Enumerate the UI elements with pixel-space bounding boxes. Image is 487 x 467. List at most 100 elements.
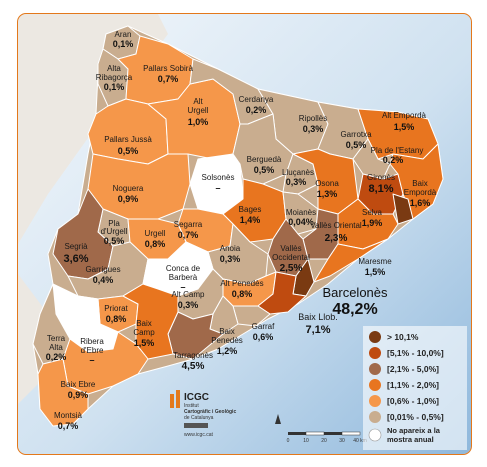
logo-url: www.icgc.cat: [184, 432, 214, 438]
label-conca-2: Barberà: [169, 273, 198, 282]
label-valles-occidental-1: Vallès: [280, 244, 301, 253]
value-aran: 0,1%: [113, 39, 134, 49]
value-pallars-sobira: 0,7%: [158, 74, 179, 84]
value-tarragones: 4,5%: [182, 361, 205, 372]
label-bergueda: Berguedà: [247, 155, 282, 164]
label-selva: Selva: [362, 208, 383, 217]
label-noguera: Noguera: [113, 184, 144, 193]
value-garrotxa: 0,5%: [346, 140, 367, 150]
label-pla-durgell-1: Pla: [108, 219, 120, 228]
value-bages: 1,4%: [240, 215, 261, 225]
label-pallars-sobira: Pallars Sobirà: [143, 64, 193, 73]
label-alta-ribagorca-1: Alta: [107, 64, 121, 73]
label-priorat: Priorat: [104, 304, 128, 313]
value-pla-de-lestany: 0,2%: [383, 155, 404, 165]
logo-line1: Institut: [184, 403, 199, 409]
legend-swatch: [369, 379, 381, 391]
legend-swatch: [369, 395, 381, 407]
legend-label: [1,1% - 2,0%]: [387, 380, 439, 390]
label-baix-penedes-1: Baix: [219, 327, 235, 336]
legend-item-4: [0,6% - 1,0%]: [369, 395, 439, 407]
label-alt-emporda: Alt Empordà: [382, 111, 427, 120]
label-barcelones: Barcelonès: [322, 285, 388, 300]
legend-item-5: [0,01% - 0,5%]: [369, 411, 444, 423]
value-bergueda: 0,5%: [254, 165, 275, 175]
label-girones: Gironès: [367, 173, 395, 182]
value-terra-alta: 0,2%: [46, 352, 67, 362]
value-pallars-jussa: 0,5%: [118, 146, 139, 156]
region-baix-emporda[interactable]: [389, 143, 444, 220]
legend-swatch: [368, 428, 382, 442]
label-tarragones: Tarragonès: [173, 351, 213, 360]
value-alt-camp: 0,3%: [178, 300, 199, 310]
region-baix-llobregat[interactable]: [257, 271, 307, 315]
value-alta-ribagorca: 0,1%: [104, 82, 125, 92]
label-segarra: Segarra: [174, 220, 203, 229]
legend-label-2: mostra anual: [387, 435, 434, 444]
svg-text:0: 0: [287, 438, 290, 444]
value-garraf: 0,6%: [253, 332, 274, 342]
label-baix-emporda-2: Empordà: [404, 188, 437, 197]
label-baix-camp-1: Baix: [136, 319, 152, 328]
value-urgell: 0,8%: [145, 239, 166, 249]
label-conca-1: Conca de: [166, 264, 201, 273]
value-girones: 8,1%: [368, 183, 393, 195]
region-valles-oriental[interactable]: [302, 208, 339, 260]
value-valles-oriental: 2,3%: [325, 233, 348, 244]
label-alt-urgell-1: Alt: [193, 97, 203, 106]
value-valles-occidental: 2,5%: [280, 263, 303, 274]
region-montsia[interactable]: [37, 358, 89, 427]
value-baix-llob: 7,1%: [305, 324, 330, 336]
label-baix-ebre: Baix Ebre: [61, 380, 96, 389]
value-ribera: –: [89, 355, 94, 365]
region-maresme[interactable]: [313, 238, 389, 283]
logo-line2: Cartogràfic i Geològic: [184, 409, 236, 415]
legend-label: No apareix a la: [387, 426, 441, 435]
label-pallars-jussa: Pallars Jussà: [104, 135, 152, 144]
value-garrigues: 0,4%: [93, 275, 114, 285]
legend-swatch: [369, 363, 381, 375]
label-osona: Osona: [315, 179, 339, 188]
legend-swatch: [369, 411, 381, 423]
svg-text:20: 20: [321, 438, 327, 444]
value-barcelones: 48,2%: [332, 301, 377, 318]
value-segarra: 0,7%: [178, 230, 199, 240]
label-maresme: Maresme: [358, 257, 392, 266]
value-alt-emporda: 1,5%: [394, 122, 415, 132]
label-ribera-2: d'Ebre: [81, 346, 104, 355]
label-valles-oriental: Vallès Oriental: [310, 221, 362, 230]
value-ripolles: 0,3%: [303, 124, 324, 134]
value-baix-camp: 1,5%: [134, 338, 155, 348]
label-bages: Bages: [239, 205, 262, 214]
value-anoia: 0,3%: [220, 254, 241, 264]
legend-label: > 10,1%: [387, 332, 419, 342]
label-valles-occidental-2: Occidental: [272, 253, 310, 262]
label-segria: Segrià: [64, 242, 88, 251]
value-alt-urgell: 1,0%: [188, 117, 209, 127]
label-garrotxa: Garrotxa: [340, 130, 372, 139]
catalonia-map: Aran 0,1% Alta Ribagorça 0,1% Pallars So…: [18, 14, 471, 454]
legend-box: [363, 326, 467, 450]
svg-text:40 km: 40 km: [353, 438, 367, 444]
map-svg: Aran 0,1% Alta Ribagorça 0,1% Pallars So…: [18, 14, 471, 454]
region-bages[interactable]: [222, 178, 287, 243]
value-solsones: –: [215, 183, 220, 193]
label-baix-emporda-1: Baix: [412, 179, 428, 188]
label-baix-camp-2: Camp: [133, 328, 155, 337]
value-baix-penedes: 1,2%: [217, 346, 238, 356]
label-baix-penedes-2: Penedès: [211, 336, 243, 345]
label-solsones: Solsonès: [202, 173, 235, 182]
value-baix-ebre: 0,9%: [68, 390, 89, 400]
legend-item-1: [5,1% - 10,0%]: [369, 347, 444, 359]
value-priorat: 0,8%: [106, 314, 127, 324]
value-montsia: 0,7%: [58, 421, 79, 431]
label-cerdanya: Cerdanya: [239, 95, 274, 104]
region-baix-camp[interactable]: [122, 283, 179, 360]
value-segria: 3,6%: [63, 253, 88, 265]
svg-text:10: 10: [303, 438, 309, 444]
orange-frame-border: [17, 13, 472, 455]
label-terra-alta-1: Terra: [47, 334, 66, 343]
label-baix-llob: Baix Llob.: [298, 312, 338, 322]
svg-text:30: 30: [339, 438, 345, 444]
